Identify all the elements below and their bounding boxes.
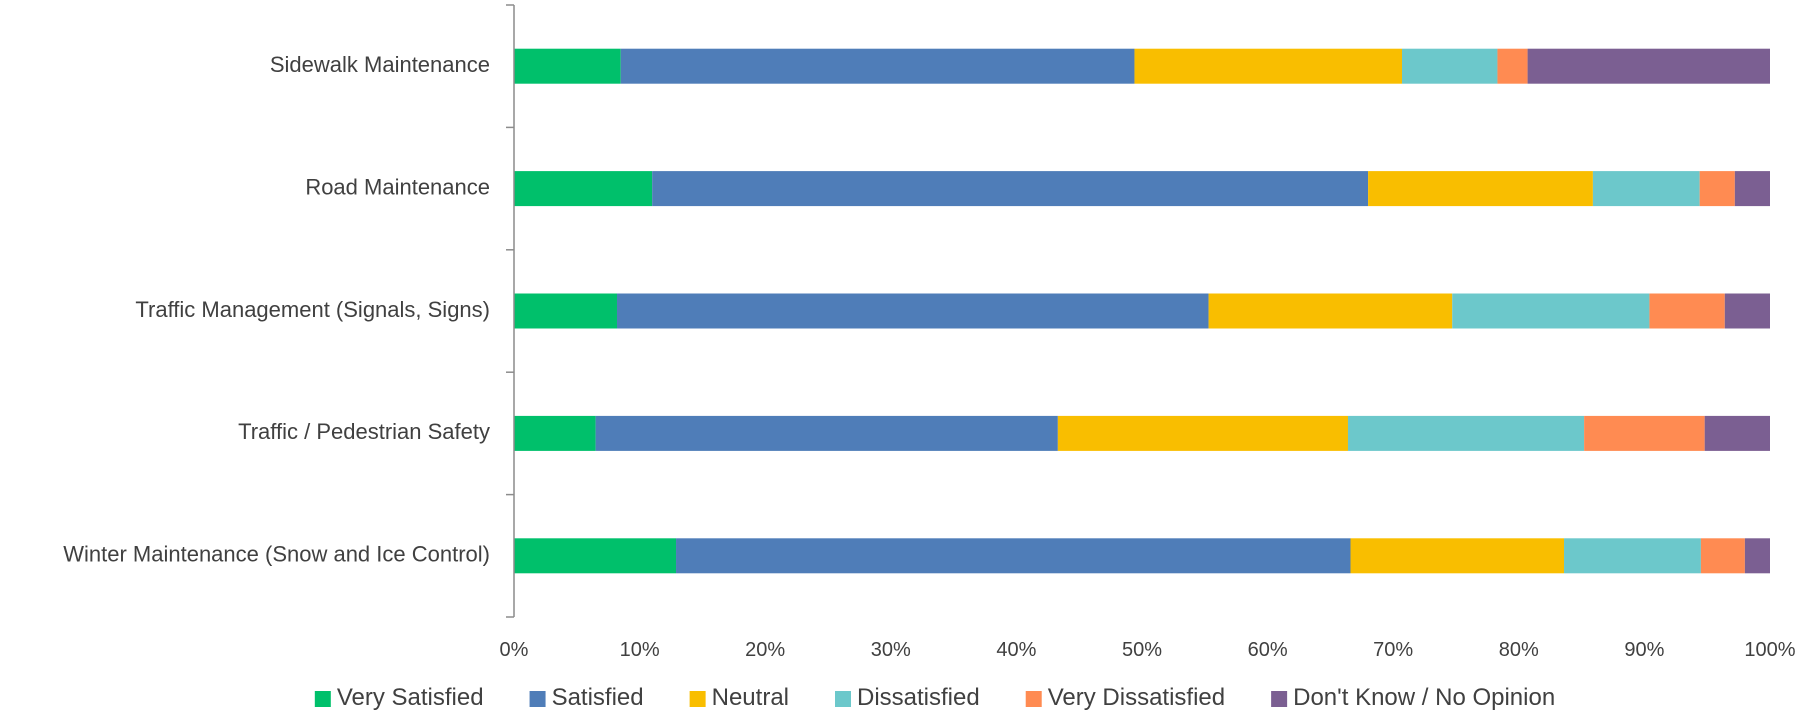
bar-segment xyxy=(1497,48,1528,84)
legend-label: Dissatisfied xyxy=(857,684,980,711)
bar-segment xyxy=(1649,293,1725,329)
category-label: Traffic Management (Signals, Signs) xyxy=(135,297,490,322)
x-tick-label: 50% xyxy=(1122,639,1162,661)
bar-segment xyxy=(1057,415,1348,451)
bar-segment xyxy=(1699,171,1735,207)
x-tick-label: 10% xyxy=(620,639,660,661)
legend-label: Very Satisfied xyxy=(337,684,484,711)
axes-group xyxy=(506,4,515,618)
x-tick-label: 90% xyxy=(1624,639,1664,661)
legend-swatch xyxy=(314,691,331,707)
bar-segment xyxy=(1208,293,1453,329)
bar-segment xyxy=(1401,48,1498,84)
legend-label: Don't Know / No Opinion xyxy=(1293,684,1555,711)
bar-segment xyxy=(514,415,596,451)
x-tick-label: 80% xyxy=(1499,639,1539,661)
bar-segment xyxy=(620,48,1135,84)
bar-segment xyxy=(1744,538,1770,574)
x-tick-label: 60% xyxy=(1248,639,1288,661)
bar-segment xyxy=(1724,293,1770,329)
legend-label: Satisfied xyxy=(552,684,644,711)
legend-item: Very Satisfied xyxy=(314,684,484,711)
legend-item: Neutral xyxy=(689,684,789,711)
legend-swatch xyxy=(1271,691,1288,707)
bar-segment xyxy=(1452,293,1650,329)
x-tick-labels: 0% 10% 20% 30% 40% 50% 60% 70% 80% 90% 100% xyxy=(500,639,1796,661)
legend-swatch xyxy=(689,691,706,707)
bar-segment xyxy=(514,171,653,207)
legend-item: Satisfied xyxy=(529,684,644,711)
bar-segment xyxy=(1584,415,1705,451)
bar-segment xyxy=(1347,415,1585,451)
legend: Very Satisfied Satisfied Neutral Dissatisfi… xyxy=(314,684,1555,711)
x-tick-label: 0% xyxy=(500,639,529,661)
bar-segment xyxy=(1734,171,1770,207)
legend-label: Very Dissatisfied xyxy=(1048,684,1225,711)
bar-segment xyxy=(676,538,1351,574)
bar-segment xyxy=(1350,538,1565,574)
legend-item: Very Dissatisfied xyxy=(1025,684,1225,711)
category-label: Winter Maintenance (Snow and Ice Control… xyxy=(63,542,490,567)
bars-group xyxy=(514,48,1770,574)
bar-segment xyxy=(1134,48,1402,84)
legend-swatch xyxy=(835,691,851,707)
legend-item: Don't Know / No Opinion xyxy=(1271,684,1555,711)
legend-item: Dissatisfied xyxy=(835,684,980,711)
bar-segment xyxy=(514,538,677,574)
category-label: Road Maintenance xyxy=(305,174,490,199)
category-label: Sidewalk Maintenance xyxy=(270,52,490,77)
bar-segment xyxy=(1564,538,1701,574)
legend-swatch xyxy=(529,691,546,707)
bar-segment xyxy=(1592,171,1700,207)
bar-segment xyxy=(514,48,621,84)
x-tick-label: 70% xyxy=(1373,639,1413,661)
bar-segment xyxy=(616,293,1209,329)
x-tick-label: 20% xyxy=(745,639,785,661)
bar-segment xyxy=(1700,538,1745,574)
category-label: Traffic / Pedestrian Safety xyxy=(238,419,490,444)
bar-segment xyxy=(595,415,1058,451)
category-labels: Sidewalk Maintenance Road Maintenance Traf… xyxy=(63,52,490,567)
bar-segment xyxy=(514,293,617,329)
x-tick-label: 100% xyxy=(1744,639,1795,661)
x-tick-label: 30% xyxy=(871,639,911,661)
bar-segment xyxy=(1368,171,1593,207)
bar-segment xyxy=(1527,48,1770,84)
bar-segment xyxy=(1704,415,1770,451)
legend-swatch xyxy=(1025,691,1042,707)
legend-label: Neutral xyxy=(712,684,789,711)
bar-segment xyxy=(652,171,1369,207)
x-tick-label: 40% xyxy=(996,639,1036,661)
